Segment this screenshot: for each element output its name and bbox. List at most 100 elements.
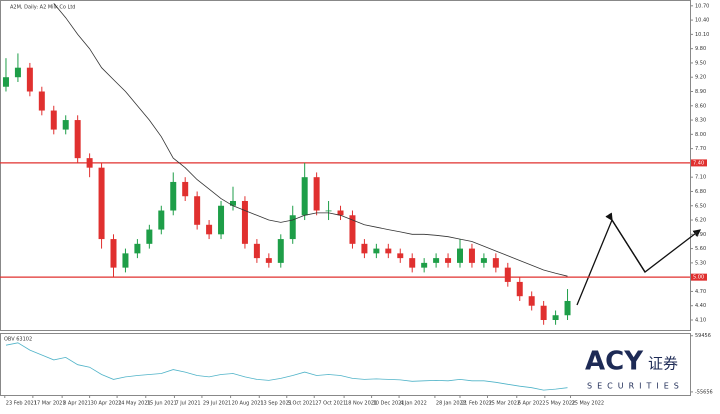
x-tick-label: 8 Apr 2021	[63, 401, 91, 407]
candle-body	[289, 215, 296, 240]
candle-body	[397, 253, 404, 259]
candle-body	[528, 296, 535, 306]
x-tick-label: 10 Dec 2021	[373, 401, 405, 407]
candle-body	[170, 181, 177, 211]
candle-body	[14, 67, 21, 78]
candle-body	[194, 196, 201, 225]
y-tick-label: 7.10	[695, 175, 706, 181]
candle-body	[337, 210, 344, 216]
candle-body	[277, 239, 284, 263]
y-tick-label: 4.70	[695, 289, 706, 295]
y-tick-label: 9.50	[695, 60, 706, 66]
candle-body	[86, 158, 93, 168]
x-tick-label: 15 Mar 2022	[488, 401, 520, 407]
candle-body	[445, 258, 452, 263]
candle-body	[2, 77, 9, 87]
chart-title: A2M, Daily: A2 Milk Co Ltd	[10, 5, 75, 11]
candle-body	[38, 91, 45, 111]
y-tick-label: 5.90	[695, 232, 706, 238]
candle-body	[540, 305, 547, 321]
obv-tick-label: -55656	[695, 389, 713, 395]
candle-body	[468, 248, 475, 263]
candle-body	[182, 181, 189, 197]
hline-badge	[691, 159, 707, 167]
candle-body	[241, 200, 248, 244]
x-tick-label: 13 Sep 2021	[260, 401, 292, 407]
x-tick-label: 29 Jul 2021	[203, 401, 231, 407]
candle-body	[146, 229, 153, 244]
candle-body	[122, 253, 129, 268]
obv-line	[5, 342, 568, 391]
x-tick-label: 28 Jan 2022	[436, 401, 466, 407]
y-tick-label: 10.40	[695, 18, 709, 24]
candle-body	[62, 120, 69, 130]
moving-average	[53, 3, 568, 277]
obv-panel	[0, 333, 691, 396]
candle-body	[26, 67, 33, 92]
candle-body	[218, 205, 225, 235]
candle-body	[421, 262, 428, 268]
candle-body	[504, 267, 511, 282]
x-tick-label: 25 May 2022	[572, 401, 605, 407]
candle-body	[385, 248, 392, 254]
candle-body	[516, 281, 523, 297]
y-tick-label: 6.50	[695, 203, 706, 209]
x-tick-label: 17 Mar 2021	[34, 401, 66, 407]
x-tick-label: 5 Oct 2021	[288, 401, 316, 407]
y-tick-label: 5.30	[695, 260, 706, 266]
x-tick-label: 18 Nov 2021	[345, 401, 377, 407]
candle-body	[158, 210, 165, 230]
candle-body	[229, 200, 236, 206]
logo-sub: SECURITIES	[587, 382, 684, 391]
y-tick-label: 5.60	[695, 246, 706, 252]
x-tick-label: 4 Jan 2022	[400, 401, 427, 407]
y-tick-label: 4.40	[695, 303, 706, 309]
candle-body	[349, 215, 356, 244]
candle-body	[74, 120, 81, 159]
y-tick-label: 10.70	[695, 3, 709, 9]
hline-badge	[691, 273, 707, 281]
logo: ACY 证券 SECURITIES	[585, 347, 684, 391]
logo-name: ACY	[585, 347, 644, 377]
candle-body	[110, 239, 117, 268]
x-tick-label: 15 Jun 2021	[147, 401, 177, 407]
y-tick-label: 7.70	[695, 146, 706, 152]
y-tick-label: 8.30	[695, 118, 706, 124]
logo-cn: 证券	[648, 355, 678, 373]
projection-arrow-mid	[605, 212, 646, 273]
candle-body	[265, 258, 272, 263]
y-tick-label: 9.20	[695, 75, 706, 81]
x-tick-label: 27 Oct 2021	[315, 401, 346, 407]
candle-body	[98, 167, 105, 240]
y-tick-label: 6.20	[695, 218, 706, 224]
candle-body	[492, 258, 499, 268]
candle-body	[50, 110, 57, 130]
candle-body	[480, 258, 487, 263]
candle-body	[301, 177, 308, 216]
candle-body	[409, 258, 416, 268]
candle-body	[313, 177, 320, 211]
y-tick-label: 8.00	[695, 132, 706, 138]
candle-body	[253, 243, 260, 259]
obv-tick-label: 59456	[695, 333, 711, 339]
candle-body	[433, 258, 440, 263]
candle-body	[457, 248, 463, 263]
y-tick-label: 8.60	[695, 103, 706, 109]
x-tick-label: 30 Apr 2021	[91, 401, 122, 407]
price-panel	[0, 0, 691, 331]
candle-body	[373, 248, 380, 254]
x-tick-label: 20 Aug 2021	[232, 401, 264, 407]
y-tick-label: 6.80	[695, 189, 706, 195]
y-tick-label: 10.10	[695, 32, 709, 38]
y-tick-label: 4.10	[695, 318, 706, 324]
candle-body	[552, 315, 559, 321]
candle-body	[361, 243, 368, 254]
x-tick-label: 24 May 2021	[118, 401, 151, 407]
candle-body	[206, 224, 213, 235]
obv-label: OBV 63102	[4, 337, 32, 343]
candle-body	[325, 210, 332, 212]
x-tick-label: 7 Jul 2021	[175, 401, 200, 407]
hline-label: 5.00	[693, 275, 704, 281]
hline-label: 7.40	[693, 160, 704, 166]
